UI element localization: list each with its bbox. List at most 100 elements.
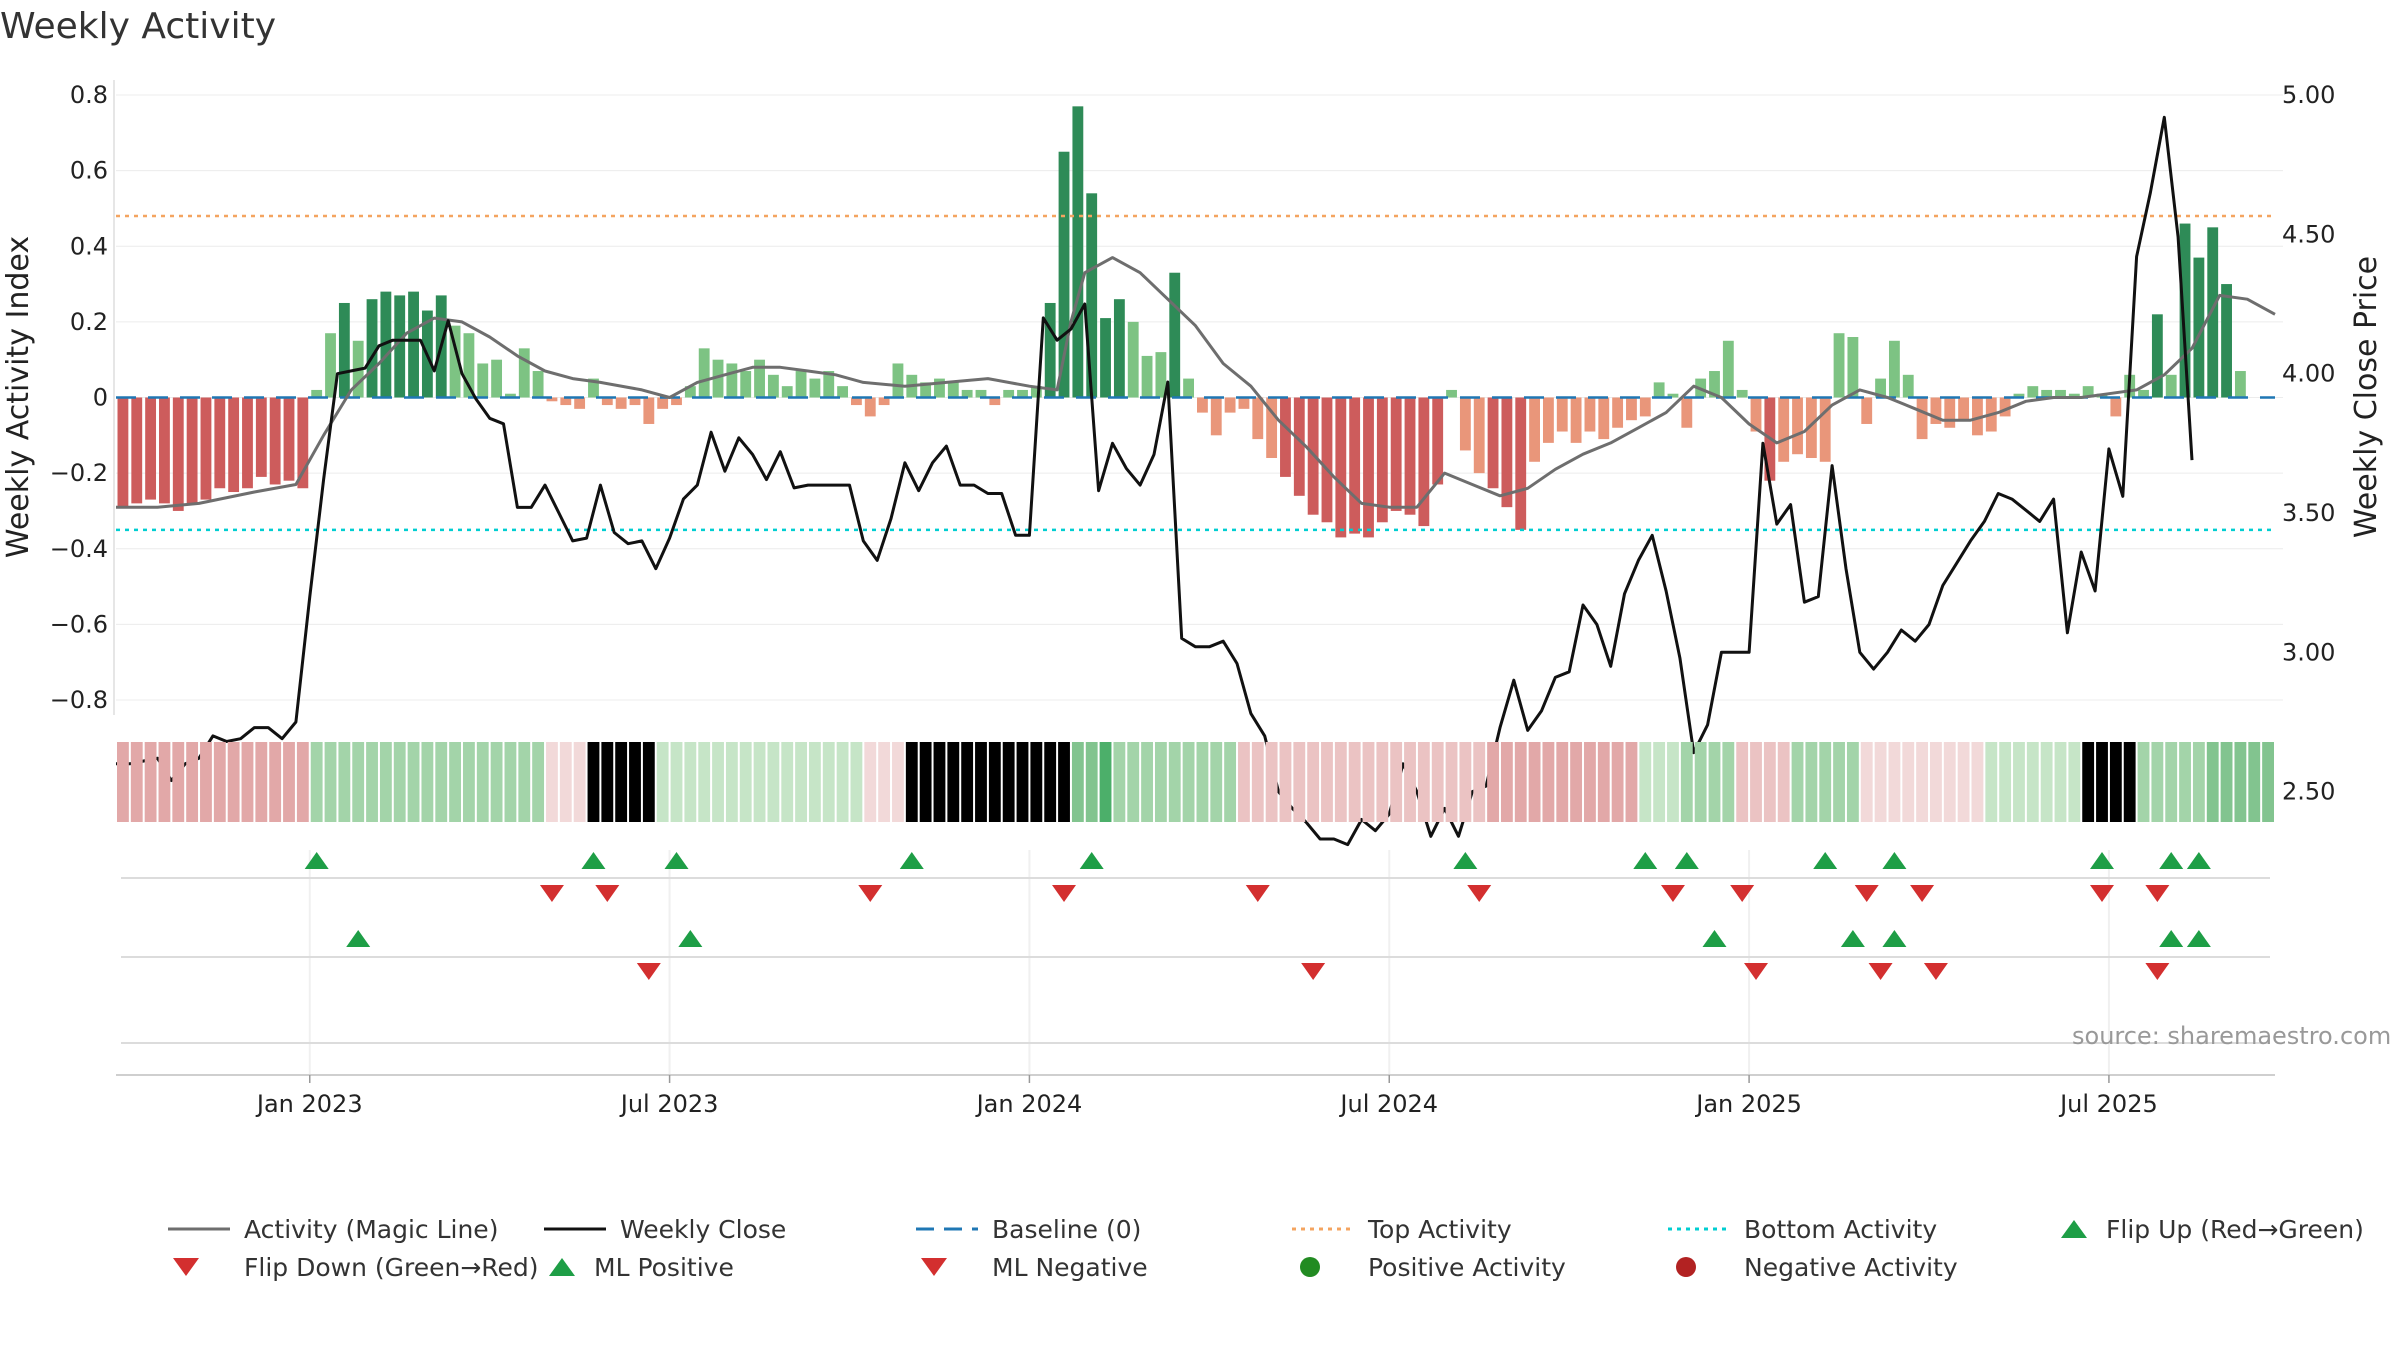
activity-strip-cell <box>1293 742 1306 822</box>
activity-strip-cell <box>559 742 572 822</box>
activity-bar <box>1376 397 1388 523</box>
activity-bar <box>2234 371 2246 398</box>
activity-strip-cell <box>1500 742 1513 822</box>
activity-bar <box>1750 397 1762 432</box>
activity-strip-cell <box>1307 742 1320 822</box>
activity-strip-cell <box>1930 742 1942 822</box>
activity-strip-cell <box>1210 742 1223 822</box>
activity-strip-cell <box>1279 742 1292 822</box>
activity-strip-cell <box>850 742 863 822</box>
source-note: source: sharemaestro.com <box>2072 1022 2392 1050</box>
activity-strip-cell <box>2026 742 2039 822</box>
activity-strip-cell <box>1708 742 1721 822</box>
activity-bar <box>1709 371 1720 398</box>
activity-bar <box>809 378 821 398</box>
activity-bar <box>2110 397 2122 417</box>
activity-strip-cell <box>449 742 461 822</box>
activity-bar <box>837 386 849 398</box>
activity-strip-cell <box>767 742 780 822</box>
y-tick-right: 3.00 <box>2282 638 2335 666</box>
ml-positive-marker <box>2186 930 2211 947</box>
activity-bar <box>1999 397 2011 417</box>
activity-strip-cell <box>573 742 586 822</box>
activity-strip-cell <box>1196 742 1209 822</box>
activity-bar <box>1501 397 1513 508</box>
activity-strip-cell <box>1542 742 1555 822</box>
activity-strip-cell <box>1321 742 1333 822</box>
ml-positive-marker <box>1702 930 1727 947</box>
activity-bar <box>1017 389 1028 398</box>
activity-bar <box>1778 397 1790 462</box>
activity-bar <box>2082 386 2094 398</box>
activity-strip-cell <box>158 742 171 822</box>
activity-bar <box>2179 223 2191 398</box>
triangle-up-icon <box>549 1258 575 1276</box>
activity-bar <box>2207 227 2219 398</box>
activity-bar <box>2055 389 2066 398</box>
activity-bar <box>1805 397 1817 458</box>
legend-label: Baseline (0) <box>992 1214 1142 1244</box>
legend-label: Positive Activity <box>1368 1252 1566 1282</box>
activity-strip-cell <box>2192 742 2205 822</box>
activity-strip-cell <box>379 742 392 822</box>
activity-bar <box>1515 397 1527 530</box>
activity-strip-cell <box>117 742 129 822</box>
activity-bar <box>1113 299 1125 398</box>
activity-strip-cell <box>1141 742 1153 822</box>
activity-strip-cell <box>1044 742 1057 822</box>
flip-down-marker <box>539 885 564 902</box>
y-tick-right: 4.00 <box>2282 360 2335 388</box>
magic-line-swatch-icon <box>168 1227 230 1231</box>
activity-bar <box>1418 397 1430 527</box>
activity-bar <box>1958 397 1970 421</box>
activity-bar <box>588 378 599 398</box>
activity-strip-cell <box>255 742 268 822</box>
activity-strip-cell <box>753 742 766 822</box>
activity-strip-cell <box>975 742 987 822</box>
y-tick-right: 3.50 <box>2282 499 2335 527</box>
x-tick-label: Jan 2023 <box>255 1090 363 1118</box>
y-tick-left: 0 <box>93 384 108 412</box>
activity-bar <box>629 397 641 406</box>
activity-bar <box>117 397 129 508</box>
ml-positive-marker <box>678 930 703 947</box>
close-line-swatch-icon <box>544 1227 606 1231</box>
activity-strip-cell <box>1943 742 1956 822</box>
x-tick-label: Jan 2024 <box>975 1090 1083 1118</box>
activity-bar <box>1169 272 1181 398</box>
flip-up-marker <box>1453 852 1478 869</box>
activity-bar <box>1847 337 1859 398</box>
activity-strip-cell <box>1985 742 1998 822</box>
activity-strip-cell <box>490 742 503 822</box>
activity-strip-cell <box>1514 742 1527 822</box>
activity-bar <box>1972 397 1983 436</box>
activity-strip-cell <box>1182 742 1195 822</box>
activity-strip-cell <box>504 742 517 822</box>
flip-up-marker <box>1633 852 1658 869</box>
activity-bar <box>1681 397 1693 428</box>
activity-strip-cell <box>1888 742 1901 822</box>
activity-strip-cell <box>1874 742 1887 822</box>
activity-strip-cell <box>1722 742 1735 822</box>
activity-strip-cell <box>1639 742 1652 822</box>
activity-strip-cell <box>1238 742 1250 822</box>
activity-bar <box>297 397 309 489</box>
activity-bar <box>754 359 765 398</box>
activity-strip-cell <box>1667 742 1679 822</box>
activity-strip-cell <box>864 742 877 822</box>
activity-strip-cell <box>421 742 434 822</box>
flip-down-marker <box>1730 885 1755 902</box>
activity-bar <box>311 389 323 398</box>
activity-strip-cell <box>2179 742 2191 822</box>
activity-strip-cell <box>629 742 641 822</box>
activity-strip-cell <box>2068 742 2081 822</box>
activity-strip-cell <box>905 742 918 822</box>
activity-strip-cell <box>227 742 240 822</box>
activity-bar <box>1252 397 1264 440</box>
y-tick-left: 0.8 <box>70 81 108 109</box>
legend-item-negative-activity: Negative Activity <box>1668 1250 1958 1284</box>
flip-down-marker <box>2145 885 2170 902</box>
activity-bar <box>325 333 336 398</box>
activity-strip-cell <box>1431 742 1444 822</box>
activity-strip-cell <box>324 742 337 822</box>
